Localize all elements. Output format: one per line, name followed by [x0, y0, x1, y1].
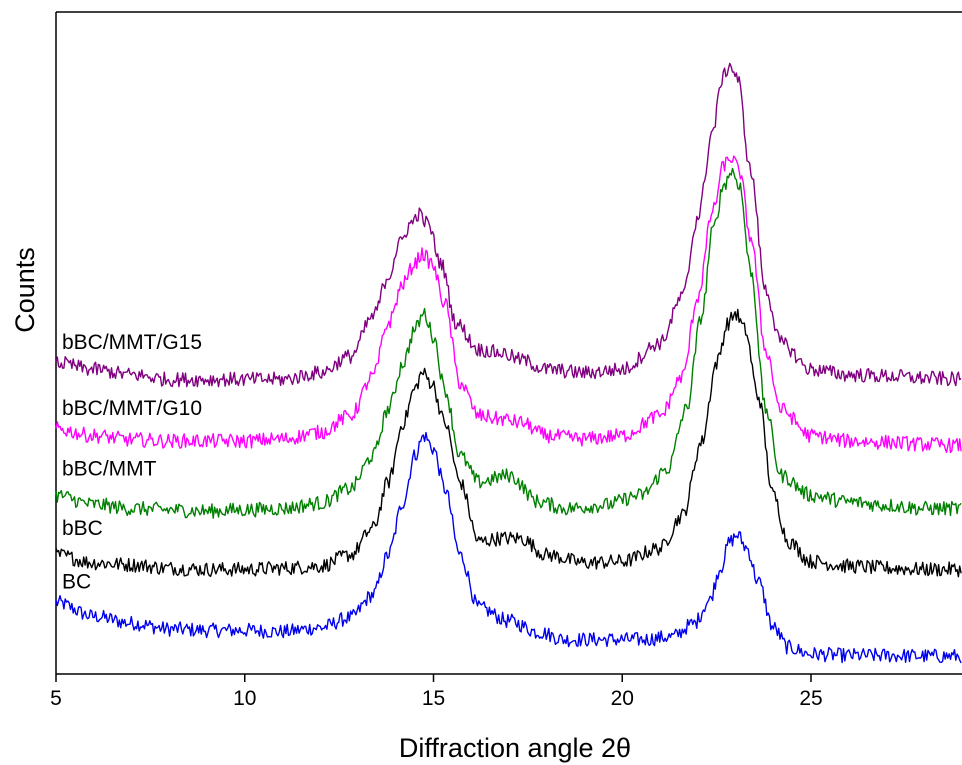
series-labels: BC bBC bBC/MMT bBC/MMT/G10 bBC/MMT/G15	[62, 331, 202, 594]
series-label: bBC/MMT/G15	[62, 331, 202, 354]
series-layer	[55, 62, 962, 664]
x-tick-label: 15	[422, 687, 445, 710]
series-label: BC	[62, 571, 91, 594]
series-line-bbc-mmt-g10	[55, 155, 962, 454]
x-axis-ticks: 5 10 15 20 25	[50, 674, 823, 710]
series-label: bBC	[62, 517, 103, 540]
series-line-bbc	[55, 308, 962, 578]
series-label: bBC/MMT	[62, 457, 157, 480]
series-label: bBC/MMT/G10	[62, 397, 202, 420]
x-tick-label: 10	[233, 687, 256, 710]
x-tick-label: 20	[611, 687, 634, 710]
x-tick-label: 5	[50, 687, 62, 710]
series-line-bbc-mmt-g15	[55, 62, 962, 388]
x-tick-label: 25	[799, 687, 822, 710]
y-axis-title: Counts	[10, 247, 40, 333]
x-axis-title: Diffraction angle 2θ	[399, 733, 631, 763]
series-line-bc	[55, 431, 962, 664]
series-line-bbc-mmt	[55, 167, 962, 519]
